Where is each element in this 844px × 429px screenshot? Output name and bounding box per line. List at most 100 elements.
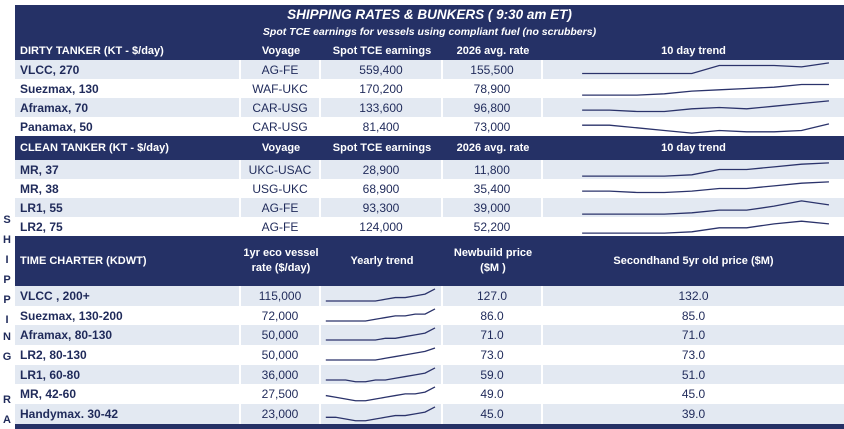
side-letter: S (3, 214, 11, 226)
vessel-name: MR, 37 (15, 160, 241, 179)
clean-col-avg: 2026 avg. rate (456, 142, 530, 154)
tc-col-name: TIME CHARTER (KDWT) (20, 254, 147, 267)
trend-line (326, 309, 435, 321)
sparkline (543, 60, 844, 79)
trend-line (582, 101, 829, 112)
table-row: Aframax, 70 CAR-USG 133,600 96,800 (15, 98, 844, 117)
side-letter: R (3, 394, 11, 406)
side-letter: H (3, 234, 11, 246)
avg-rate: 11,800 (443, 160, 543, 179)
clean-col-spot: Spot TCE earnings (332, 142, 432, 154)
secondhand-price: 85.0 (543, 305, 844, 326)
voyage: CAR-USG (241, 117, 321, 136)
yearly-trend (321, 364, 443, 385)
sparkline (321, 286, 441, 306)
trend-line (582, 182, 829, 193)
table-title: SHIPPING RATES & BUNKERS ( 9:30 am ET) (287, 7, 572, 22)
ten-day-trend (543, 217, 844, 236)
spot-tce: 68,900 (321, 179, 443, 198)
yearly-trend (321, 384, 443, 405)
avg-rate: 155,500 (443, 60, 543, 79)
secondhand-price: 73.0 (543, 345, 844, 365)
table-row: LR2, 80-130 50,000 73.0 73.0 (15, 345, 844, 365)
trend-line (326, 289, 435, 301)
voyage: UKC-USAC (241, 160, 321, 179)
yearly-trend (321, 345, 443, 365)
bottom-bar (15, 424, 844, 429)
table-row: Panamax, 50 CAR-USG 81,400 73,000 (15, 117, 844, 136)
trend-line (326, 387, 435, 401)
eco-rate: 50,000 (241, 345, 321, 365)
vessel-name: LR1, 60-80 (15, 364, 241, 385)
sparkline (321, 384, 441, 404)
table-row: Suezmax, 130 WAF-UKC 170,200 78,900 (15, 79, 844, 98)
secondhand-price: 132.0 (543, 286, 844, 306)
sparkline (543, 217, 844, 236)
sparkline (543, 79, 844, 98)
clean-body: MR, 37 UKC-USAC 28,900 11,800 MR, 38 USG-UKC 6… (15, 160, 844, 236)
dirty-header: DIRTY TANKER (KT - $/day) Voyage Spot TC… (15, 41, 844, 60)
side-letter: G (2, 351, 12, 363)
dirty-col-name: DIRTY TANKER (KT - $/day) (20, 44, 164, 57)
vessel-name: Handymax. 30-42 (15, 404, 241, 424)
table-row: VLCC, 270 AG-FE 559,400 155,500 (15, 60, 844, 79)
trend-line (326, 368, 435, 382)
table-row: LR1, 55 AG-FE 93,300 39,000 (15, 198, 844, 217)
eco-rate: 36,000 (241, 364, 321, 385)
clean-col-trend: 10 day trend (661, 142, 726, 154)
table-row: Aframax, 80-130 50,000 71.0 71.0 (15, 325, 844, 346)
tc-col-rate: 1yr eco vessel rate ($/day) (243, 247, 319, 274)
vessel-name: LR2, 80-130 (15, 345, 241, 365)
newbuild-price: 127.0 (443, 286, 543, 306)
avg-rate: 78,900 (443, 79, 543, 98)
newbuild-price: 45.0 (443, 404, 543, 424)
tc-header: TIME CHARTER (KDWT) 1yr eco vessel rate … (15, 236, 844, 286)
tc-col-trend: Yearly trend (350, 254, 414, 267)
voyage: CAR-USG (241, 98, 321, 117)
sparkline (543, 160, 844, 179)
ten-day-trend (543, 79, 844, 98)
ten-day-trend (543, 60, 844, 79)
table-subtitle: Spot TCE earnings for vessels using comp… (262, 26, 597, 38)
newbuild-price: 49.0 (443, 384, 543, 405)
trend-line (582, 163, 829, 176)
trend-line (326, 348, 435, 360)
vessel-name: LR1, 55 (15, 198, 241, 217)
table-row: MR, 38 USG-UKC 68,900 35,400 (15, 179, 844, 198)
ten-day-trend (543, 179, 844, 198)
yearly-trend (321, 305, 443, 326)
eco-rate: 115,000 (241, 286, 321, 306)
eco-rate: 23,000 (241, 404, 321, 424)
tc-col-newbuild: Newbuild price ($M ) (453, 247, 533, 274)
table-row: MR, 37 UKC-USAC 28,900 11,800 (15, 160, 844, 179)
shipping-rates-table: SHIPPING RATES & BUNKERS ( 9:30 am ET) S… (15, 5, 844, 429)
spot-tce: 93,300 (321, 198, 443, 217)
spot-tce: 28,900 (321, 160, 443, 179)
sparkline (543, 179, 844, 198)
side-letter: I (5, 314, 9, 326)
table-row: Suezmax, 130-200 72,000 86.0 85.0 (15, 305, 844, 326)
secondhand-price: 45.0 (543, 384, 844, 405)
dirty-col-avg: 2026 avg. rate (456, 44, 530, 57)
secondhand-price: 51.0 (543, 364, 844, 385)
spot-tce: 170,200 (321, 79, 443, 98)
spot-tce: 559,400 (321, 60, 443, 79)
trend-line (326, 328, 435, 340)
dirty-col-spot: Spot TCE earnings (332, 44, 432, 57)
eco-rate: 27,500 (241, 384, 321, 405)
spot-tce: 133,600 (321, 98, 443, 117)
table-row: LR1, 60-80 36,000 59.0 51.0 (15, 364, 844, 385)
vessel-name: LR2, 75 (15, 217, 241, 236)
clean-header: CLEAN TANKER (KT - $/day) Voyage Spot TC… (15, 136, 844, 160)
vessel-name: Panamax, 50 (15, 117, 241, 136)
eco-rate: 72,000 (241, 305, 321, 326)
yearly-trend (321, 325, 443, 346)
side-letter: A (3, 414, 11, 426)
table-row: VLCC , 200+ 115,000 127.0 132.0 (15, 286, 844, 306)
table-row: LR2, 75 AG-FE 124,000 52,200 (15, 217, 844, 236)
spot-tce: 124,000 (321, 217, 443, 236)
dirty-col-trend: 10 day trend (661, 44, 726, 57)
side-letter: N (3, 331, 11, 343)
sparkline (321, 365, 441, 385)
